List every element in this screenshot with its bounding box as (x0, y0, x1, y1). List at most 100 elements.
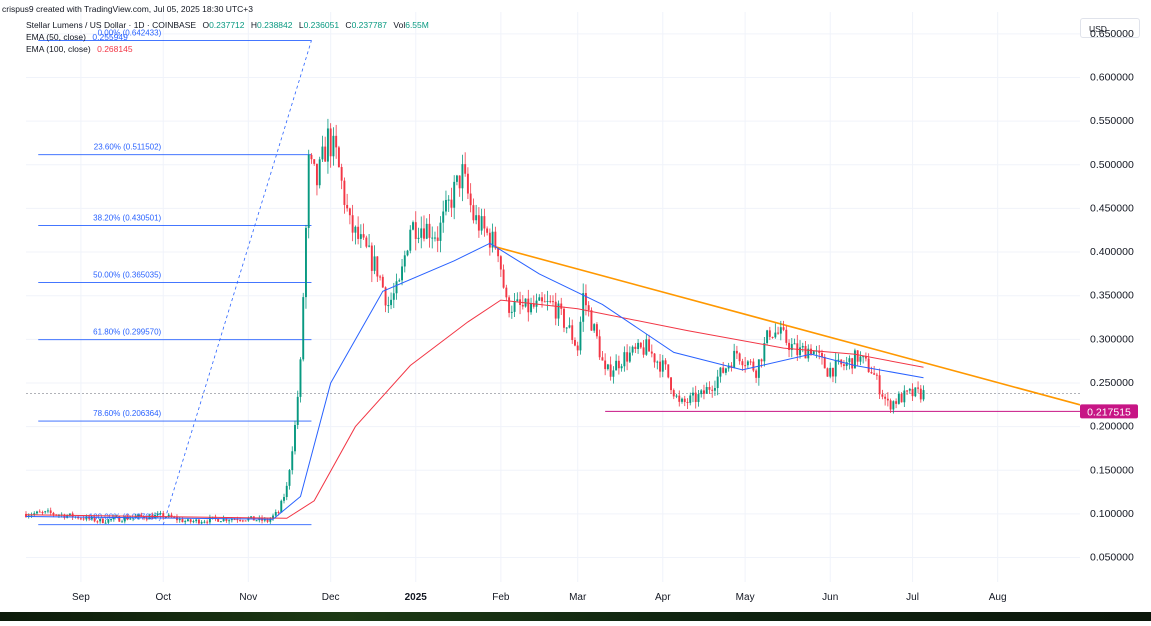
fib-level-label: 23.60% (0.511502) (94, 143, 162, 152)
candle-body (162, 513, 165, 518)
y-tick-label: 0.650000 (1090, 28, 1134, 40)
candle-body (604, 360, 607, 370)
candle-body (145, 518, 148, 520)
candle-body (642, 347, 645, 355)
candle-body (431, 237, 434, 239)
candle-body (477, 215, 480, 231)
y-tick-label: 0.450000 (1090, 202, 1134, 214)
candle-body (903, 390, 906, 403)
candle-body (184, 521, 187, 523)
candle-body (752, 361, 755, 371)
candle-body (768, 330, 771, 337)
candle-body (296, 396, 299, 425)
support-price-label: 0.217515 (1087, 406, 1131, 418)
candle-body (576, 345, 579, 351)
candle-body (612, 370, 615, 377)
candle-body (376, 256, 379, 277)
candle-body (277, 512, 280, 514)
candle-body (878, 375, 881, 395)
candle-body (340, 167, 343, 181)
candle-body (444, 199, 447, 212)
candle-body (793, 343, 796, 345)
candle-body (922, 390, 925, 400)
candle-body (790, 344, 793, 351)
candle-body (834, 360, 837, 377)
candle-body (617, 360, 620, 369)
candle-body (626, 352, 629, 362)
y-axis: 0.650000 0.600000 0.550000 0.500000 0.450000… (1090, 28, 1134, 564)
candle-body (653, 353, 656, 363)
ema100-legend[interactable]: EMA (100, close) 0.268145 (26, 44, 137, 54)
candle-body (104, 522, 107, 524)
candle-body (315, 163, 318, 186)
candle-body (464, 164, 467, 174)
candle-body (634, 346, 637, 349)
candle-body (700, 390, 703, 395)
candle-body (499, 256, 502, 270)
candle-body (552, 301, 554, 303)
x-tick-label: May (736, 592, 755, 603)
candle-body (178, 518, 181, 521)
candle-body (917, 387, 920, 389)
candle-body (587, 305, 590, 311)
candle-body (530, 303, 533, 313)
ema-lines (25, 242, 924, 520)
candle-body (502, 269, 505, 288)
candle-body (148, 515, 151, 520)
candle-body (450, 199, 453, 208)
candle-body (417, 237, 420, 239)
candle-body (126, 516, 129, 520)
candle-body (848, 358, 851, 363)
candle-body (497, 248, 500, 257)
candle-body (348, 208, 351, 216)
candle-body (329, 128, 332, 157)
fib-level-label: 61.80% (0.299570) (93, 328, 161, 337)
candle-body (628, 352, 631, 362)
candle-body (310, 154, 313, 160)
candle-body (112, 517, 115, 520)
candle-body (401, 266, 403, 281)
candle-body (321, 146, 324, 160)
candle-body (294, 424, 296, 452)
candle-body (44, 511, 47, 513)
candle-body (384, 287, 387, 306)
candle-body (197, 519, 200, 524)
candle-body (851, 358, 854, 369)
candle-body (897, 393, 900, 404)
candle-body (483, 216, 486, 229)
candle-body (703, 390, 705, 394)
candle-body (488, 232, 491, 248)
trendline (495, 246, 1081, 406)
candle-body (357, 226, 360, 239)
candle-body (777, 332, 780, 334)
candle-body (549, 301, 552, 303)
candle-body (222, 518, 225, 522)
x-tick-label: Sep (72, 592, 90, 603)
candle-body (217, 518, 220, 522)
candle-body (818, 350, 821, 353)
candle-body (516, 299, 519, 302)
candle-body (307, 154, 310, 228)
candle-body (458, 175, 461, 189)
y-tick-label: 0.200000 (1090, 421, 1134, 433)
fib-level-label: 50.00% (0.365035) (93, 271, 161, 280)
candle-body (107, 519, 110, 523)
currency-selector[interactable]: USD (1080, 18, 1140, 38)
grid (26, 12, 1080, 582)
candle-body (351, 215, 354, 233)
candle-body (771, 336, 774, 338)
ema100-line (25, 299, 924, 519)
candle-body (889, 400, 892, 410)
candle-body (439, 222, 442, 241)
ema50-legend[interactable]: EMA (50, close) 0.255949 (26, 32, 132, 42)
candle-body (788, 342, 791, 351)
candle-body (675, 395, 678, 397)
candle-body (208, 517, 211, 523)
candle-body (862, 356, 865, 358)
candle-body (305, 227, 307, 298)
fib-level-label: 38.20% (0.430501) (93, 213, 161, 222)
candle-body (225, 518, 228, 521)
candle-body (565, 327, 568, 329)
